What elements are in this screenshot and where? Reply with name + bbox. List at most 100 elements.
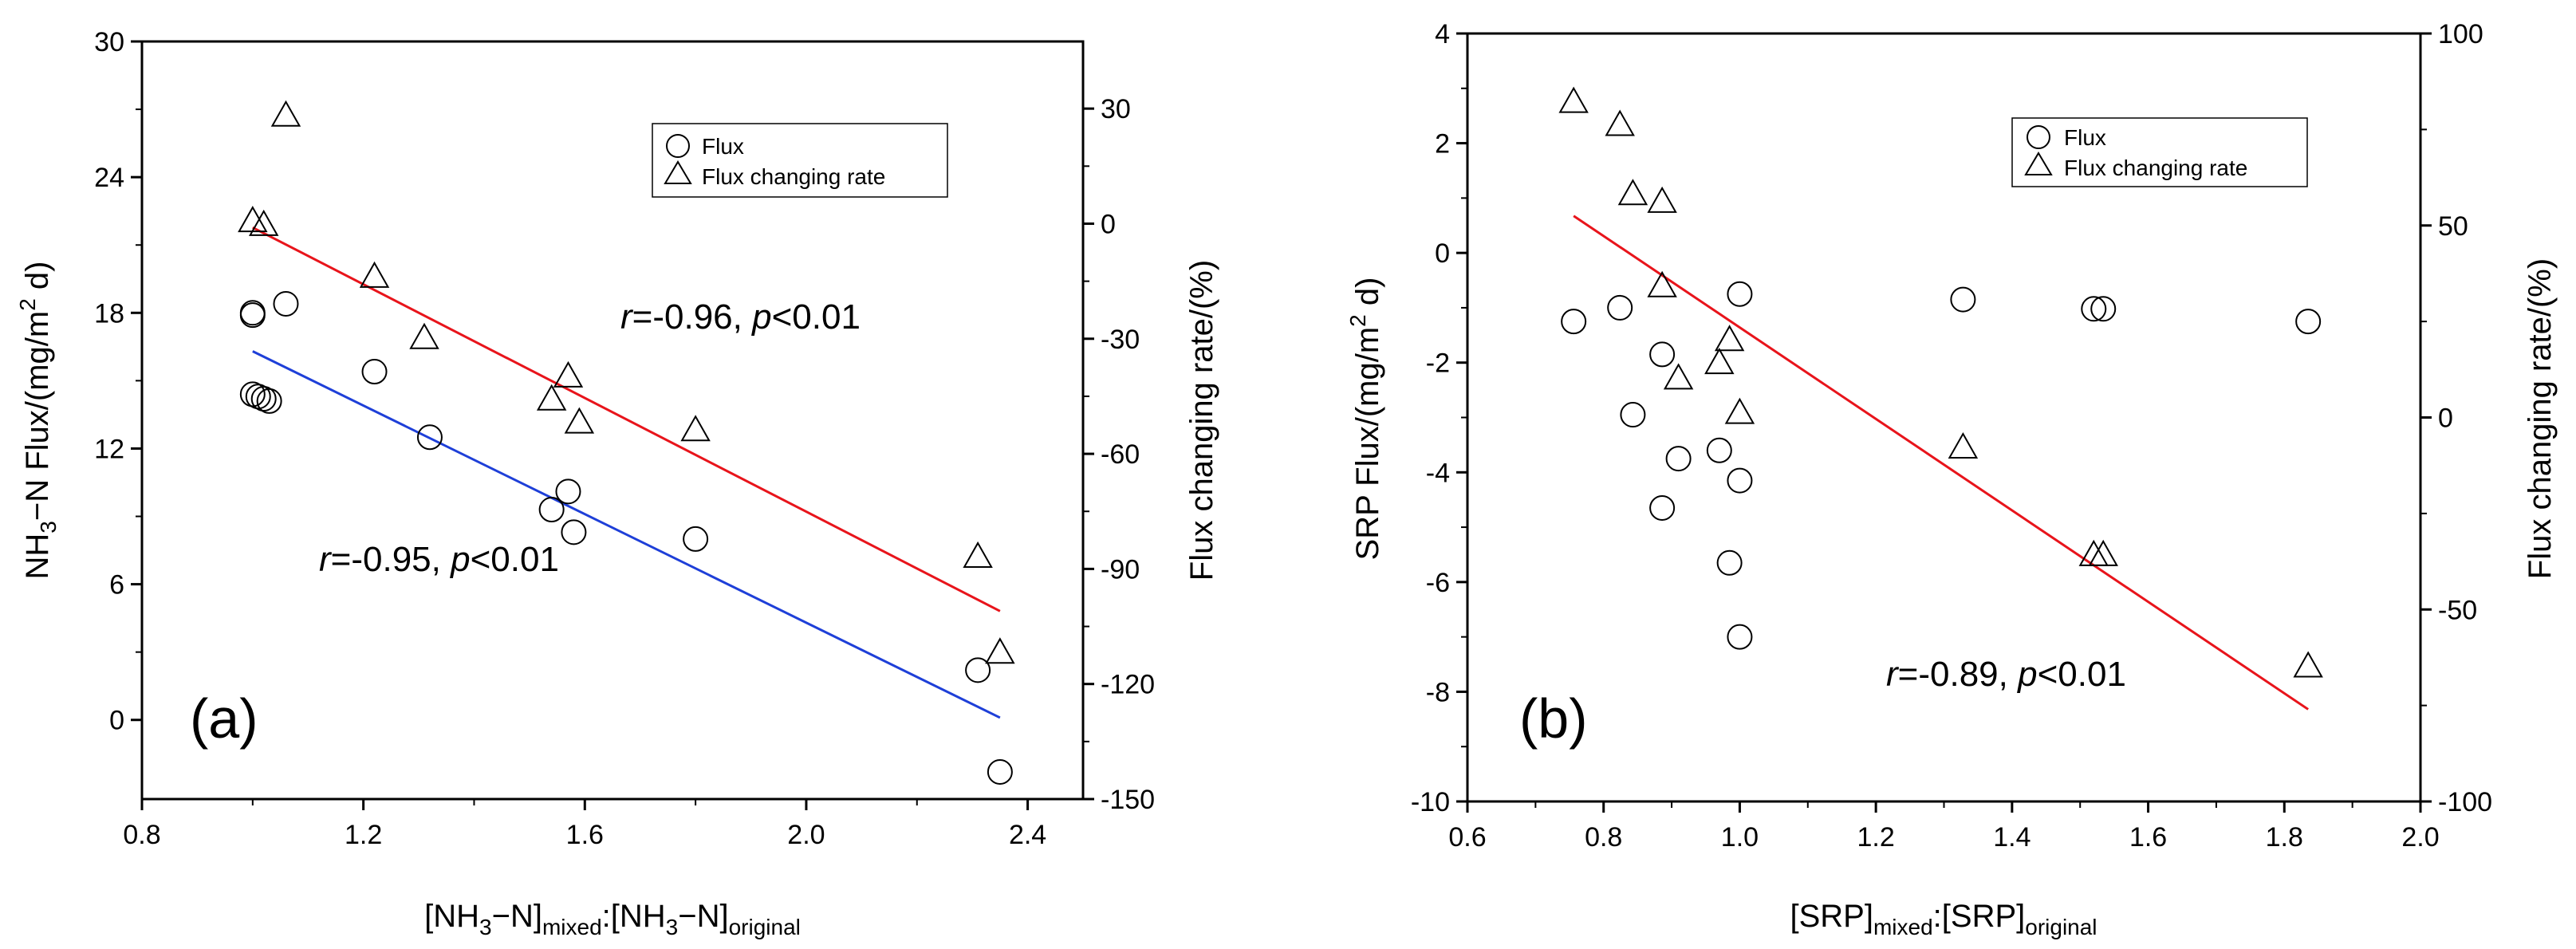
panel-b-x-tick-label: 2.0: [2401, 822, 2439, 853]
panel-a-frame: [140, 40, 1085, 801]
panel-a-left-y-tick-label: 30: [94, 27, 124, 57]
panel-a-legend-box: [652, 123, 948, 198]
panel-b-rate-point: [2078, 539, 2109, 566]
panel-a-rate-point: [536, 384, 567, 411]
panel-b-rate-point: [2088, 539, 2118, 566]
panel-a-flux-point: [538, 497, 565, 523]
panel-b-rate-point: [1724, 397, 1755, 424]
panel-a-rate-point: [553, 360, 584, 388]
panel-a-rate-point: [680, 415, 711, 442]
panel-a-flux-point: [239, 381, 266, 408]
panel-a-flux-point: [965, 657, 991, 683]
panel-b-flux-point: [1649, 341, 1676, 368]
panel-a-flux-point: [256, 388, 282, 414]
panel-b-flux-point: [1649, 494, 1676, 521]
panel-a-left-y-tick-label: 12: [94, 434, 124, 464]
panel-a-rate-point: [359, 261, 390, 288]
panel-b-flux-point: [1727, 281, 1753, 307]
panel-a-rate-point: [985, 637, 1015, 664]
panel-b-x-axis-label: [SRP]mixed:[SRP]original: [1790, 899, 2097, 939]
panel-a-right-y-tick-label: -120: [1101, 670, 1155, 700]
panel-b-rate-point: [1704, 348, 1735, 375]
panel-a-left-y-tick-label: 24: [94, 163, 124, 193]
panel-a-legend-flux: Flux: [702, 134, 744, 159]
panel-b-left-y-tick-label: 2: [1435, 129, 1450, 159]
panel-b-x-tick-label: 1.8: [2266, 822, 2303, 853]
panel-b-right-y-tick-label: 100: [2438, 19, 2483, 49]
panel-b-rate-point: [1617, 179, 1648, 206]
panel-b-flux-point: [1665, 446, 1692, 472]
panel-a-flux-point: [250, 386, 277, 412]
panel-a-flux-point: [987, 758, 1013, 785]
panel-a-rate-point: [963, 541, 993, 568]
panel-a-x-axis-label: [NH3−N]mixed:[NH3−N]original: [424, 899, 801, 939]
panel-b-right-y-tick-label: 50: [2438, 211, 2468, 242]
panel-a-rate-point: [248, 209, 279, 236]
panel-b-left-y-axis-label: SRP Flux/(mg/m2 d): [1345, 278, 1385, 561]
panel-a-rate-point: [564, 407, 595, 434]
panel-b-fit-lines: [1573, 215, 2309, 711]
panel-b-legend-triangle-marker: [2024, 152, 2053, 175]
panel-b-legend-circle-marker: [2027, 125, 2050, 149]
panel-b-rate-point: [1714, 325, 1745, 352]
panel-a-legend-triangle-marker: [664, 160, 692, 184]
panel-b-flux-point: [2090, 296, 2117, 322]
panel-a-right-y-tick-label: -30: [1101, 325, 1140, 355]
panel-a-fit-lines: [252, 226, 1001, 719]
panel-a-left-y-tick-label: 6: [109, 570, 124, 601]
panel-b-flux-point: [1620, 402, 1646, 428]
panel-b-flux-point: [1607, 294, 1633, 321]
panel-b-rate-point: [1558, 86, 1589, 113]
panel-b-label: (b): [1519, 687, 1588, 750]
panel-b-flux-point: [2295, 309, 2322, 335]
panel-b: 0.6 0.8 1.0 1.2 1.4 1.6 1.8 2.0 -10 -8 -6 -4 -2 0 2 4 -1…: [1345, 19, 2558, 939]
panel-a-label: (a): [190, 687, 258, 750]
panel-a-legend-flux-changing-rate: Flux changing rate: [702, 164, 885, 189]
panel-b-points: [1558, 86, 2323, 678]
panel-a-flux-point: [239, 302, 266, 329]
panel-b-rate-point: [1647, 186, 1677, 213]
panel-a-right-y-tick-label: -60: [1101, 439, 1140, 470]
panel-a-flux-point: [245, 384, 271, 410]
panel-b-left-y-tick-label: -6: [1426, 568, 1450, 598]
panel-b-x-tick-label: 0.8: [1585, 822, 1622, 853]
panel-b-x-tick-label: 1.2: [1857, 822, 1895, 853]
panel-a-x-tick-label: 2.0: [787, 820, 825, 850]
panel-a-right-y-tick-label: -150: [1101, 785, 1155, 815]
panel-a-flux-point: [416, 424, 443, 451]
panel-a-fit-line-flux: [252, 350, 1001, 719]
panel-b-ticks: 0.6 0.8 1.0 1.2 1.4 1.6 1.8 2.0 -10 -8 -6 -4 -2 0 2 4 -1…: [1411, 19, 2492, 853]
panel-b-flux-point: [1561, 309, 1587, 335]
panel-b-flux-point: [2081, 296, 2107, 322]
panel-a-rate-point: [270, 100, 301, 127]
panel-b-x-tick-label: 1.4: [1993, 822, 2030, 853]
panel-a-rate-point: [409, 322, 439, 349]
panel-b-left-y-tick-label: -4: [1426, 458, 1450, 488]
panel-a-legend-circle-marker: [666, 134, 690, 158]
panel-b-right-y-tick-label: 0: [2438, 404, 2453, 434]
panel-b-x-tick-label: 1.0: [1721, 822, 1759, 853]
panel-a-right-y-axis-label: Flux changing rate/(%): [1184, 260, 1219, 581]
panel-b-right-y-tick-label: -50: [2438, 595, 2477, 625]
panel-a-flux-point: [555, 478, 581, 505]
panel-a-right-y-tick-label: 30: [1101, 94, 1131, 124]
panel-b-left-y-tick-label: 0: [1435, 238, 1450, 269]
panel-b-legend-flux-changing-rate: Flux changing rate: [2064, 156, 2247, 180]
panel-a-left-y-axis-label: NH3−N Flux/(mg/m2 d): [15, 262, 61, 580]
panel-b-left-y-tick-label: -10: [1411, 787, 1450, 817]
panel-a-x-tick-label: 0.8: [123, 820, 160, 850]
panel-b-right-y-axis-label: Flux changing rate/(%): [2523, 258, 2558, 579]
panel-b-rate-point: [1605, 109, 1635, 136]
panel-b-x-tick-label: 0.6: [1448, 822, 1486, 853]
panel-b-flux-point: [1716, 549, 1743, 576]
panel-b-right-y-tick-label: -100: [2438, 787, 2492, 817]
panel-a: 0.8 1.2 1.6 2.0 2.4 0 6 12 18 24 30 -150 -120 -90 -60 -…: [15, 27, 1219, 939]
panel-a-x-tick-label: 1.6: [566, 820, 604, 850]
panel-a-legend: Flux Flux changing rate: [652, 123, 948, 198]
panel-b-annotation: r=-0.89, p<0.01: [1886, 655, 2126, 694]
panel-b-left-y-tick-label: -2: [1426, 348, 1450, 379]
panel-b-flux-point: [1727, 624, 1753, 650]
panel-b-rate-point: [1948, 431, 1979, 459]
panel-a-x-tick-label: 1.2: [345, 820, 382, 850]
